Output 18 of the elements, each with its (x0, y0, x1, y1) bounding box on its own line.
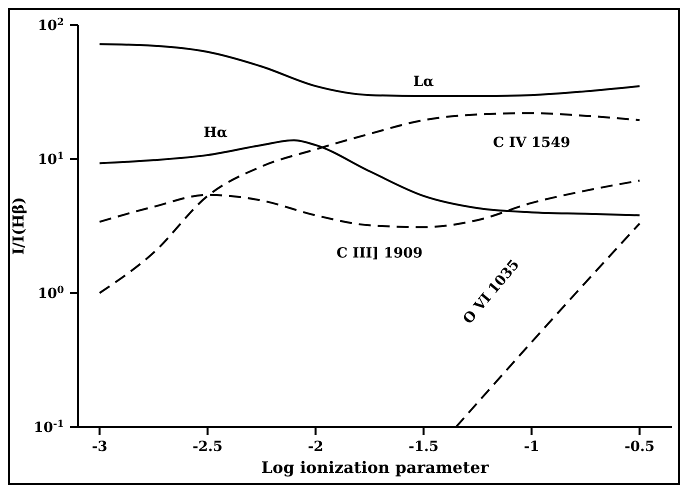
y-tick-label: 10$^{0}$ (38, 284, 64, 302)
line-series (98, 112, 641, 294)
x-tick-label: -1.5 (408, 439, 439, 455)
y-tick-label: 10$^{1}$ (38, 150, 64, 168)
x-tick-label: -2 (308, 439, 324, 455)
series-label: C III] 1909 (336, 244, 423, 261)
x-tick-label: -3 (92, 439, 108, 455)
x-axis-title: Log ionization parameter (261, 458, 490, 477)
series-label: C IV 1549 (492, 134, 570, 151)
series-label: Hα (204, 124, 228, 141)
x-tick-label: -2.5 (192, 439, 223, 455)
y-tick-label: 10$^{-1}$ (34, 418, 64, 436)
line-series (98, 43, 641, 98)
x-tick-label: -1 (524, 439, 540, 455)
y-tick-label: 10$^{2}$ (38, 16, 64, 34)
x-tick-label: -0.5 (624, 439, 655, 455)
series-label: Lα (413, 74, 434, 90)
y-axis-title: I/I(Hβ) (9, 197, 28, 255)
